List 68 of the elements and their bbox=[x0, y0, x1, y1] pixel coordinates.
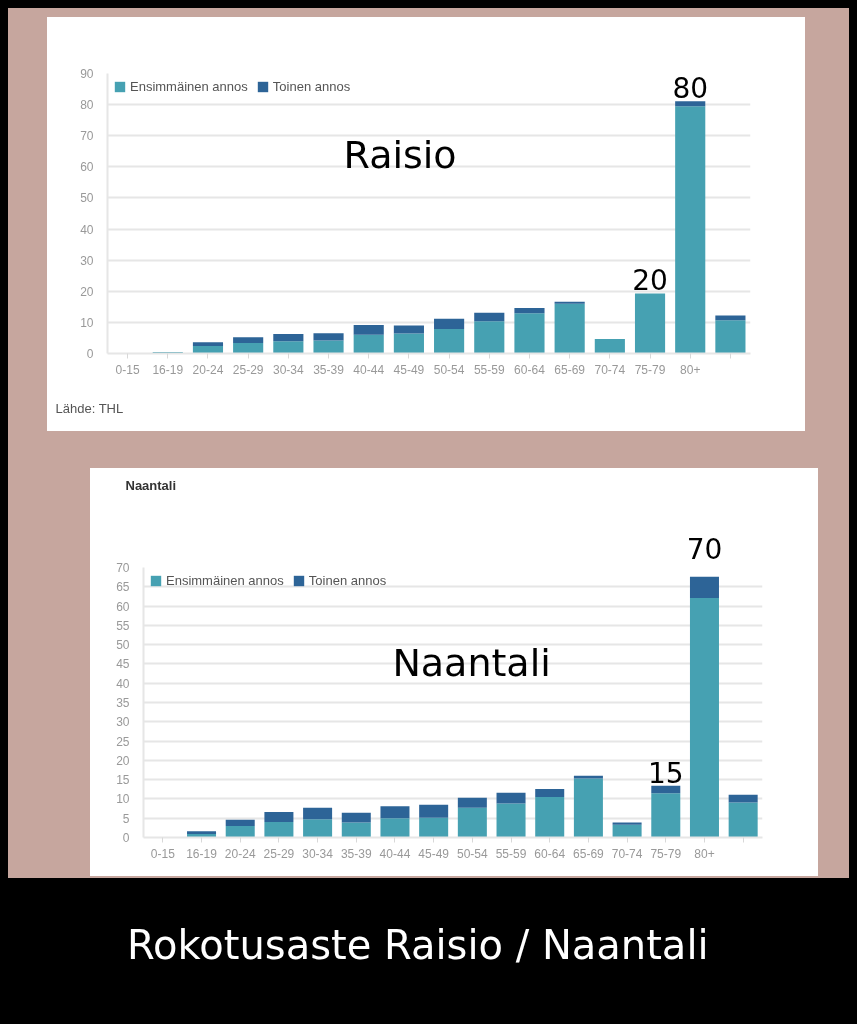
text: Naantali bbox=[392, 641, 551, 686]
x-tick-label: 75-79 bbox=[634, 362, 666, 377]
y-tick-label: 70 bbox=[116, 561, 130, 575]
y-tick-label: 30 bbox=[116, 715, 130, 730]
annotation: 20 bbox=[632, 264, 668, 298]
y-tick-label: 20 bbox=[80, 284, 94, 299]
y-tick-label: 5 bbox=[122, 811, 130, 826]
y-tick-label: 50 bbox=[116, 638, 130, 653]
x-tick-label: 80+ bbox=[680, 362, 701, 377]
x-tick-label: 40-44 bbox=[353, 362, 385, 377]
legend-label: Ensimmäinen annos bbox=[166, 573, 284, 588]
y-tick-label: 30 bbox=[80, 253, 94, 268]
x-tick-label: 35-39 bbox=[313, 362, 345, 377]
x-tick-label: 65-69 bbox=[573, 846, 605, 861]
y-tick-label: 10 bbox=[80, 315, 94, 330]
y-tick-label: 20 bbox=[116, 753, 130, 768]
text: Lähde: THL bbox=[55, 401, 124, 416]
x-tick-label: 75-79 bbox=[650, 846, 682, 861]
x-tick-label: 65-69 bbox=[554, 362, 586, 377]
x-tick-label: 50-54 bbox=[457, 846, 489, 861]
x-tick-label: 0-15 bbox=[115, 362, 140, 377]
y-tick-label: 80 bbox=[80, 98, 94, 113]
x-tick-label: 25-29 bbox=[232, 362, 264, 377]
x-tick-label: 16-19 bbox=[186, 846, 218, 861]
y-tick-label: 15 bbox=[116, 773, 130, 788]
x-tick-label: 60-64 bbox=[514, 362, 546, 377]
y-tick-label: 60 bbox=[80, 160, 94, 175]
y-tick-label: 35 bbox=[116, 696, 130, 710]
legend-label: Toinen annos bbox=[272, 79, 351, 94]
y-tick-label: 45 bbox=[116, 657, 130, 672]
annotation: 80 bbox=[672, 72, 709, 106]
x-tick-label: 45-49 bbox=[418, 846, 450, 861]
x-tick-label: 50-54 bbox=[433, 362, 465, 377]
x-tick-label: 70-74 bbox=[611, 846, 643, 861]
x-tick-label: 60-64 bbox=[534, 846, 566, 861]
text: Raisio bbox=[343, 132, 457, 177]
y-tick-label: 0 bbox=[86, 347, 94, 361]
annotation: 70 bbox=[686, 532, 723, 566]
y-tick-label: 40 bbox=[116, 676, 130, 691]
x-tick-label: 20-24 bbox=[224, 846, 256, 861]
y-tick-label: 90 bbox=[80, 67, 94, 81]
x-tick-label: 20-24 bbox=[192, 362, 224, 377]
x-tick-label: 40-44 bbox=[379, 846, 411, 861]
x-tick-label: 35-39 bbox=[340, 846, 372, 861]
x-tick-label: 30-34 bbox=[273, 362, 305, 377]
annotation: 15 bbox=[647, 756, 684, 790]
x-tick-label: 45-49 bbox=[393, 362, 425, 377]
y-tick-label: 40 bbox=[80, 222, 94, 237]
x-tick-label: 30-34 bbox=[302, 846, 334, 861]
x-tick-label: 25-29 bbox=[263, 846, 295, 861]
y-tick-label: 60 bbox=[116, 599, 130, 614]
y-tick-label: 65 bbox=[116, 580, 130, 595]
y-tick-label: 55 bbox=[116, 618, 130, 633]
x-tick-label: 55-59 bbox=[473, 362, 505, 377]
y-tick-label: 10 bbox=[116, 792, 130, 807]
legend-label: Ensimmäinen annos bbox=[130, 79, 248, 94]
legend-label: Toinen annos bbox=[308, 573, 387, 588]
x-tick-label: 70-74 bbox=[594, 362, 626, 377]
y-tick-label: 50 bbox=[80, 191, 94, 206]
y-tick-label: 0 bbox=[122, 831, 130, 845]
x-tick-label: 80+ bbox=[694, 846, 715, 861]
x-tick-label: 55-59 bbox=[495, 846, 527, 861]
x-tick-label: 16-19 bbox=[152, 362, 184, 377]
text: Rokotusaste Raisio / Naantali bbox=[127, 922, 709, 969]
x-tick-label: 0-15 bbox=[150, 846, 176, 861]
y-tick-label: 25 bbox=[116, 734, 130, 749]
y-tick-label: 70 bbox=[80, 129, 94, 144]
chart-subtitle: Naantali bbox=[125, 478, 177, 493]
